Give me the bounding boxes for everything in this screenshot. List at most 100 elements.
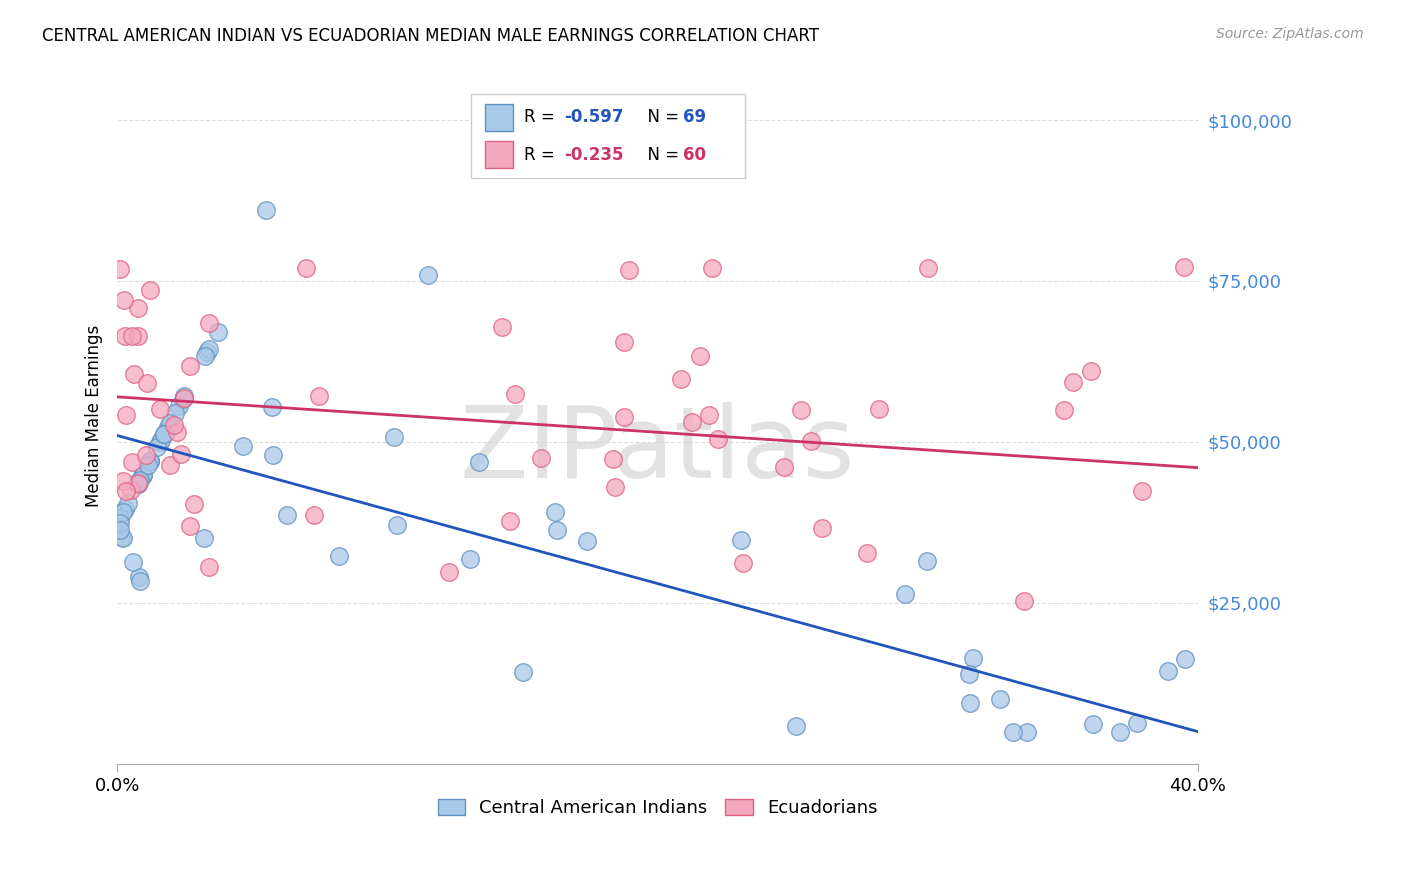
Point [131, 468, 153, 483]
Text: ZIPatlas: ZIPatlas [460, 402, 855, 500]
Point [131, 468, 153, 483]
Point [108, 261, 131, 276]
Text: Source: ZipAtlas.com: Source: ZipAtlas.com [1216, 27, 1364, 41]
Point [915, 554, 938, 568]
Point [179, 359, 201, 373]
Point [1173, 260, 1195, 275]
Point [165, 406, 187, 420]
Point [108, 516, 131, 530]
Point [1130, 484, 1153, 499]
Point [183, 498, 205, 512]
Point [530, 451, 553, 466]
Point [856, 546, 879, 560]
Point [120, 483, 142, 498]
Point [198, 560, 221, 574]
Point [613, 409, 636, 424]
Point [150, 433, 173, 447]
Point [811, 521, 834, 535]
Point [544, 505, 567, 519]
Point [917, 261, 939, 276]
Point [195, 345, 218, 359]
Point [773, 460, 796, 475]
Point [988, 692, 1011, 706]
Point [167, 400, 190, 414]
Point [894, 587, 917, 601]
Point [131, 468, 153, 483]
Point [173, 389, 195, 403]
Point [207, 325, 229, 339]
Point [505, 387, 527, 401]
Point [785, 719, 807, 733]
Point [129, 473, 152, 487]
Point [262, 448, 284, 462]
Point [111, 530, 134, 544]
Point [149, 402, 172, 417]
Point [127, 475, 149, 490]
Text: N =: N = [637, 109, 685, 127]
Point [262, 400, 284, 414]
Point [546, 523, 568, 537]
Point [302, 508, 325, 523]
Point [112, 505, 135, 519]
Point [959, 696, 981, 710]
Point [121, 328, 143, 343]
Point [127, 301, 149, 316]
Point [121, 555, 143, 569]
Point [198, 342, 221, 356]
Point [172, 392, 194, 406]
Point [1053, 403, 1076, 417]
Text: R =: R = [524, 109, 561, 127]
Point [605, 480, 627, 494]
Point [112, 474, 135, 488]
Point [308, 389, 330, 403]
Point [115, 409, 138, 423]
Point [957, 667, 980, 681]
Point [139, 454, 162, 468]
Point [437, 565, 460, 579]
Point [1062, 376, 1084, 390]
Point [129, 574, 152, 588]
Text: CENTRAL AMERICAN INDIAN VS ECUADORIAN MEDIAN MALE EARNINGS CORRELATION CHART: CENTRAL AMERICAN INDIAN VS ECUADORIAN ME… [42, 27, 820, 45]
Text: R =: R = [524, 145, 561, 163]
Point [117, 496, 139, 510]
Point [681, 416, 703, 430]
Point [468, 455, 491, 469]
Y-axis label: Median Male Earnings: Median Male Earnings [86, 325, 103, 508]
Point [159, 417, 181, 431]
Point [135, 448, 157, 462]
Point [1081, 717, 1104, 731]
Text: N =: N = [637, 145, 685, 163]
Point [156, 420, 179, 434]
Point [1080, 364, 1102, 378]
Point [602, 452, 624, 467]
Point [328, 549, 350, 563]
Point [149, 435, 172, 450]
Point [159, 458, 181, 472]
Point [232, 439, 254, 453]
Point [1174, 652, 1197, 666]
Point [276, 508, 298, 522]
Point [139, 283, 162, 297]
Point [254, 203, 277, 218]
Point [136, 376, 159, 391]
Point [112, 293, 135, 308]
Point [416, 268, 439, 282]
Point [128, 475, 150, 489]
Point [194, 349, 217, 363]
Point [800, 434, 823, 448]
Point [697, 408, 720, 422]
Point [127, 476, 149, 491]
Point [179, 518, 201, 533]
Point [127, 329, 149, 343]
Point [730, 533, 752, 548]
Point [962, 651, 984, 665]
Point [146, 441, 169, 455]
Point [868, 402, 890, 417]
Point [110, 511, 132, 525]
Point [382, 429, 405, 443]
Point [114, 329, 136, 343]
Point [499, 514, 522, 528]
Point [1126, 716, 1149, 731]
Point [700, 261, 723, 276]
Point [127, 476, 149, 491]
